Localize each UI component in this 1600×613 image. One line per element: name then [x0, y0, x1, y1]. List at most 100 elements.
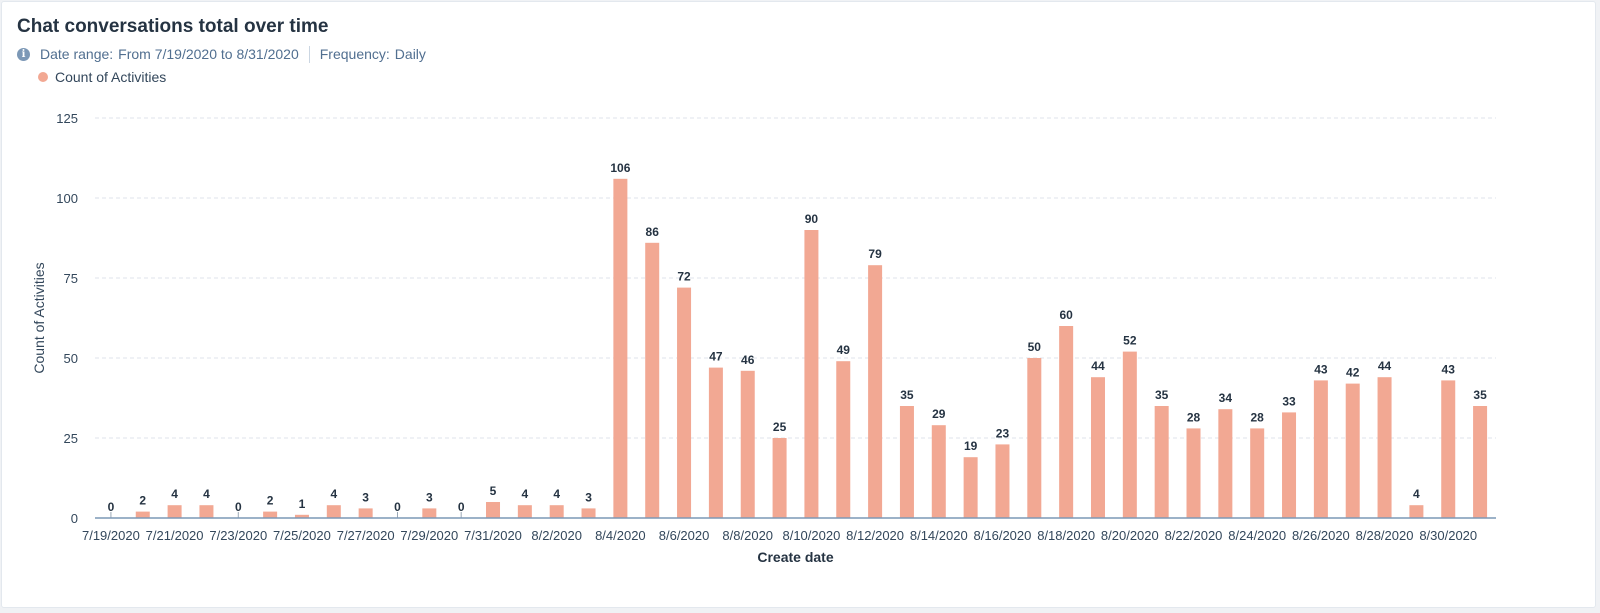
data-label: 79: [868, 247, 882, 261]
data-label: 90: [805, 212, 819, 226]
date-range-value: From 7/19/2020 to 8/31/2020: [118, 46, 299, 62]
data-label: 35: [1473, 388, 1487, 402]
data-label: 33: [1282, 394, 1296, 408]
data-label: 34: [1219, 391, 1233, 405]
bar: [836, 361, 851, 518]
data-label: 3: [585, 490, 592, 504]
data-label: 1: [299, 497, 306, 511]
frequency-value: Daily: [394, 46, 426, 62]
data-label: 86: [646, 225, 660, 239]
bar: [263, 511, 278, 518]
x-tick-label: 8/18/2020: [1037, 528, 1095, 543]
data-label: 44: [1378, 359, 1392, 373]
data-label: 106: [610, 161, 630, 175]
bar: [460, 512, 462, 518]
data-label: 28: [1187, 410, 1201, 424]
x-tick-label: 8/22/2020: [1165, 528, 1223, 543]
bar: [517, 505, 532, 518]
y-tick-label: 25: [64, 431, 78, 446]
y-tick-label: 50: [64, 351, 78, 366]
bar: [995, 444, 1010, 518]
y-tick-label: 100: [56, 191, 78, 206]
x-tick-label: 8/4/2020: [595, 528, 646, 543]
x-tick-label: 8/10/2020: [782, 528, 840, 543]
x-tick-label: 8/6/2020: [659, 528, 710, 543]
bar: [396, 512, 398, 518]
bar: [1473, 406, 1488, 518]
data-label: 42: [1346, 366, 1360, 380]
bar: [899, 406, 914, 518]
data-label: 47: [709, 350, 723, 364]
chart-legend[interactable]: Count of Activities: [38, 69, 166, 85]
data-label: 52: [1123, 334, 1137, 348]
x-tick-label: 7/19/2020: [82, 528, 140, 543]
bar: [1218, 409, 1233, 518]
bar: [1090, 377, 1105, 518]
data-label: 4: [171, 487, 178, 501]
data-label: 50: [1028, 340, 1042, 354]
bar: [1027, 358, 1042, 518]
data-label: 46: [741, 353, 755, 367]
bar: [581, 508, 596, 518]
data-label: 25: [773, 420, 787, 434]
bar: [1441, 380, 1456, 518]
bar: [422, 508, 437, 518]
report-title: Chat conversations total over time: [17, 16, 329, 37]
data-label: 5: [490, 484, 497, 498]
x-tick-label: 8/26/2020: [1292, 528, 1350, 543]
data-label: 43: [1314, 362, 1328, 376]
bar: [772, 438, 787, 518]
bar: [1377, 377, 1392, 518]
data-label: 3: [362, 490, 369, 504]
data-label: 4: [522, 487, 529, 501]
x-tick-label: 7/27/2020: [337, 528, 395, 543]
data-label: 28: [1251, 410, 1265, 424]
data-label: 0: [235, 500, 242, 514]
bar: [613, 178, 628, 519]
bar: [237, 512, 239, 518]
bar: [1059, 326, 1074, 518]
bar: [677, 287, 692, 518]
bar: [1313, 380, 1328, 518]
x-tick-label: 8/2/2020: [531, 528, 582, 543]
x-axis-title: Create date: [757, 549, 833, 565]
x-tick-label: 8/16/2020: [974, 528, 1032, 543]
bar: [868, 265, 883, 518]
bar: [486, 502, 501, 518]
x-tick-label: 8/14/2020: [910, 528, 968, 543]
data-label: 60: [1059, 308, 1073, 322]
x-tick-label: 7/29/2020: [400, 528, 458, 543]
x-tick-label: 8/20/2020: [1101, 528, 1159, 543]
date-range-label: Date range:: [40, 46, 114, 62]
y-tick-label: 125: [56, 111, 78, 126]
bar: [135, 511, 150, 518]
bar: [1186, 428, 1201, 518]
data-label: 4: [203, 487, 210, 501]
data-label: 2: [267, 494, 274, 508]
data-label: 49: [837, 343, 851, 357]
x-tick-label: 8/12/2020: [846, 528, 904, 543]
x-tick-label: 7/31/2020: [464, 528, 522, 543]
bar: [326, 505, 341, 518]
data-label: 3: [426, 490, 433, 504]
bar: [1282, 412, 1297, 518]
data-label: 35: [1155, 388, 1169, 402]
data-label: 0: [108, 500, 115, 514]
data-label: 4: [553, 487, 560, 501]
data-label: 0: [458, 500, 465, 514]
bar: [167, 505, 182, 518]
frequency-label: Frequency:: [319, 46, 390, 62]
meta-divider: [308, 45, 310, 63]
y-tick-label: 75: [64, 271, 78, 286]
data-label: 29: [932, 407, 946, 421]
data-label: 4: [330, 487, 337, 501]
y-tick-label: 0: [71, 511, 78, 526]
bar: [931, 425, 946, 518]
data-label: 35: [900, 388, 914, 402]
info-icon[interactable]: i: [17, 47, 30, 61]
bar: [1154, 406, 1169, 518]
bar: [740, 370, 755, 518]
x-tick-label: 7/23/2020: [209, 528, 267, 543]
